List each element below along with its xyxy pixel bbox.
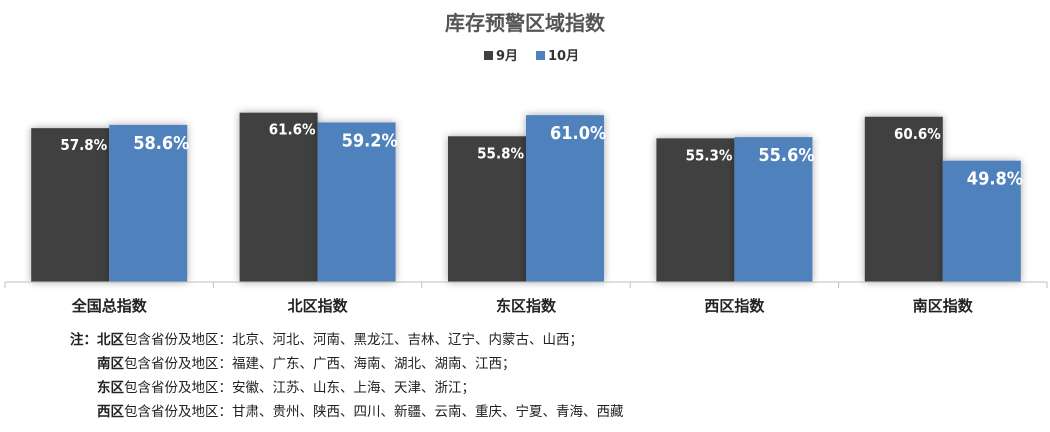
legend: 9月 10月 xyxy=(484,49,579,64)
note-text: 包含省份及地区：安徽、江苏、山东、上海、天津、浙江； xyxy=(124,380,475,396)
note-line-east: 东区包含省份及地区：安徽、江苏、山东、上海、天津、浙江； xyxy=(70,376,624,400)
label-oct-5: 49.8% xyxy=(967,169,1023,190)
bar-sep-4 xyxy=(656,138,735,282)
bar-sep-1 xyxy=(31,128,110,282)
note-text: 包含省份及地区：福建、广东、广西、海南、湖北、湖南、江西； xyxy=(124,356,516,372)
bar-sep-3 xyxy=(448,136,526,282)
bar-sep-2 xyxy=(239,112,318,282)
category-label: 北区指数 xyxy=(288,297,349,315)
note-prefix: 注： xyxy=(70,332,97,348)
note-line-west: 西区包含省份及地区：甘肃、贵州、陕西、四川、新疆、云南、重庆、宁夏、青海、西藏 xyxy=(70,400,624,424)
legend-swatch-2 xyxy=(536,51,545,60)
bar-oct-3 xyxy=(526,115,604,282)
note-region-label: 南区 xyxy=(97,356,124,372)
category-label: 西区指数 xyxy=(704,297,765,315)
bar-oct-5 xyxy=(942,160,1021,282)
note-region-label: 北区 xyxy=(97,332,124,348)
label-oct-3: 61.0% xyxy=(550,123,606,144)
label-sep-1: 57.8% xyxy=(60,136,107,154)
note-line-north: 注：北区包含省份及地区：北京、河北、河南、黑龙江、吉林、辽宁、内蒙古、山西； xyxy=(70,328,624,352)
label-sep-3: 55.8% xyxy=(477,144,524,162)
chart-title: 库存预警区域指数 xyxy=(445,11,606,35)
bars xyxy=(31,112,1021,283)
note-text: 包含省份及地区：甘肃、贵州、陕西、四川、新疆、云南、重庆、宁夏、青海、西藏 xyxy=(124,404,624,420)
bar-oct-2 xyxy=(317,122,396,283)
category-label: 东区指数 xyxy=(496,297,557,315)
label-oct-4: 55.6% xyxy=(758,145,814,166)
note-region-label: 东区 xyxy=(97,380,124,396)
category-labels: 全国总指数 北区指数 东区指数 西区指数 南区指数 xyxy=(71,297,974,315)
label-oct-2: 59.2% xyxy=(342,130,398,151)
label-sep-5: 60.6% xyxy=(894,125,941,143)
legend-label-2: 10月 xyxy=(548,49,579,64)
bar-sep-5 xyxy=(864,116,943,283)
note-line-south: 南区包含省份及地区：福建、广东、广西、海南、湖北、湖南、江西； xyxy=(70,352,624,376)
data-labels: 57.8% 58.6% 61.6% 59.2% 55.8% 61.0% 55.3% 55.6%… xyxy=(60,121,1023,190)
label-oct-1: 58.6% xyxy=(133,133,189,154)
legend-label-1: 9月 xyxy=(496,49,518,64)
label-sep-2: 61.6% xyxy=(269,121,316,139)
label-sep-4: 55.3% xyxy=(686,146,733,164)
note-region-label: 西区 xyxy=(97,404,124,420)
bar-oct-4 xyxy=(734,137,813,282)
x-axis-ticks xyxy=(4,282,1048,288)
category-label: 南区指数 xyxy=(913,297,974,315)
chart: 库存预警区域指数 9月 10月 57.8% 58.6% 61.6% 59.2% 55.8%… xyxy=(4,11,1048,315)
category-label: 全国总指数 xyxy=(71,297,148,315)
bar-oct-1 xyxy=(109,124,188,282)
note-text: 包含省份及地区：北京、河北、河南、黑龙江、吉林、辽宁、内蒙古、山西； xyxy=(124,332,583,348)
legend-swatch-1 xyxy=(484,51,493,60)
notes: 注：北区包含省份及地区：北京、河北、河南、黑龙江、吉林、辽宁、内蒙古、山西； 南… xyxy=(70,328,624,424)
